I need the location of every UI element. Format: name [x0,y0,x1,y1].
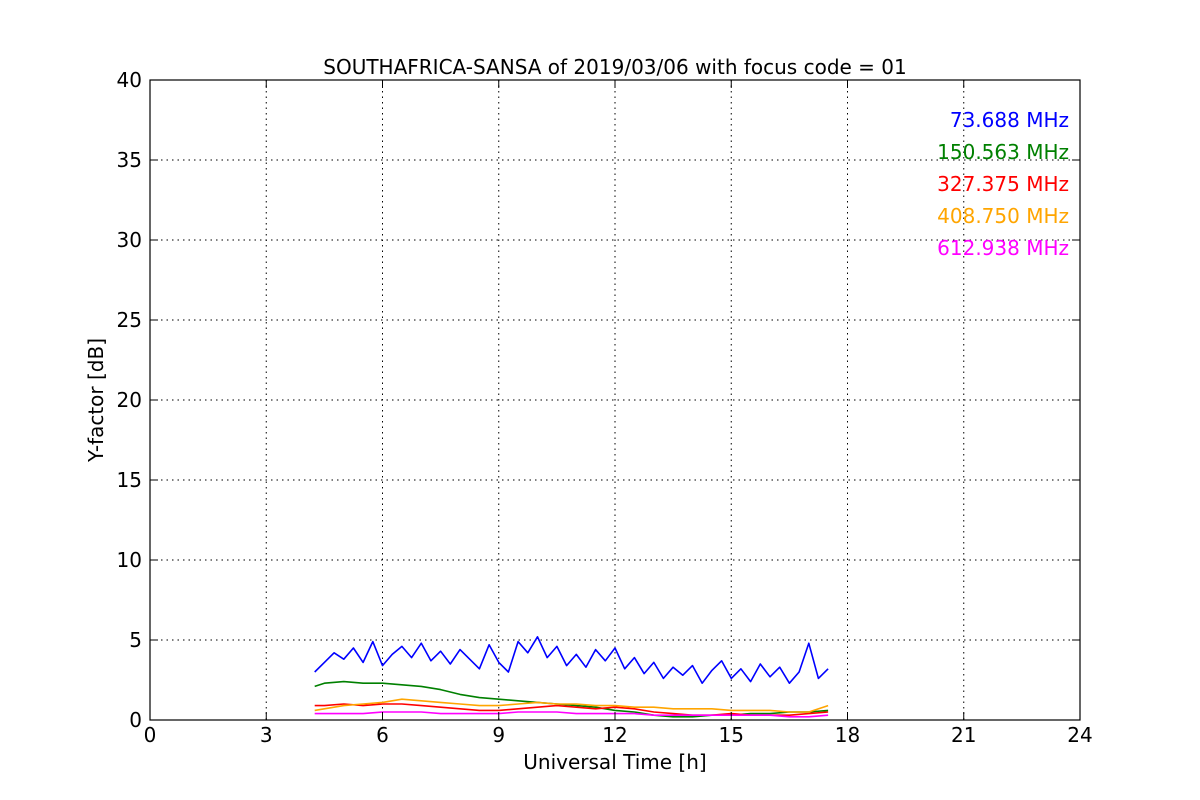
legend-entry-612-938-mhz: 612.938 MHz [937,236,1069,260]
y-tick-label: 10 [117,548,142,572]
legend: 73.688 MHz 150.563 MHz 327.375 MHz 408.750 … [937,108,1069,260]
y-tick-label: 30 [117,228,142,252]
x-tick-label: 9 [492,723,505,747]
series-line-73-688-mhz [314,635,829,685]
legend-entry-327-375-mhz: 327.375 MHz [937,172,1069,196]
legend-entry-73-688-mhz: 73.688 MHz [950,108,1069,132]
y-tick-label: 25 [117,308,142,332]
y-tick-label: 15 [117,468,142,492]
y-axis-title: Y-factor [dB] [84,338,108,463]
x-tick-label: 24 [1067,723,1092,747]
tick-labels: 0 3 6 9 12 15 18 21 24 0 5 10 15 20 25 30 35 40 [117,68,1093,747]
grid [150,80,1080,720]
x-tick-label: 6 [376,723,389,747]
y-tick-label: 20 [117,388,142,412]
y-tick-label: 40 [117,68,142,92]
y-tick-label: 0 [129,708,142,732]
x-tick-label: 18 [835,723,860,747]
x-axis-title: Universal Time [h] [523,750,706,774]
x-tick-label: 0 [144,723,157,747]
x-tick-label: 12 [602,723,627,747]
x-tick-label: 21 [951,723,976,747]
legend-entry-150-563-mhz: 150.563 MHz [937,140,1069,164]
y-tick-label: 35 [117,148,142,172]
legend-entry-408-750-mhz: 408.750 MHz [937,204,1069,228]
x-tick-label: 15 [719,723,744,747]
series-line-612-938-mhz [314,711,829,718]
x-tick-label: 3 [260,723,273,747]
y-tick-label: 5 [129,628,142,652]
series-line-408-750-mhz [314,698,829,713]
chart-title: SOUTHAFRICA-SANSA of 2019/03/06 with foc… [323,55,907,79]
series-lines [314,635,829,718]
axis-ticks [149,79,1081,721]
